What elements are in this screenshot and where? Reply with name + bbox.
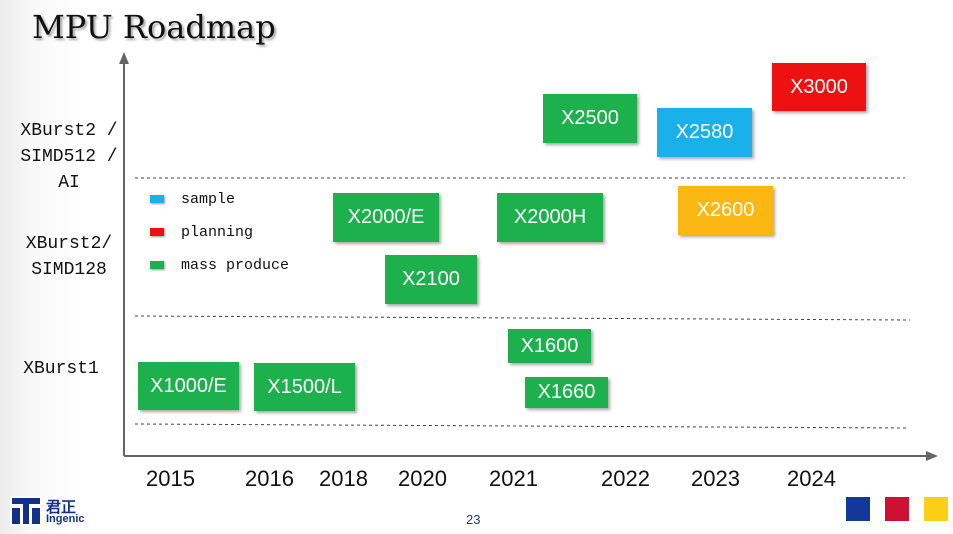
ingenic-logo-icon [10,496,42,526]
tier-label-xburst2-simd128: XBurst2/ SIMD128 [10,231,128,283]
legend-label: mass produce [181,256,290,274]
chip-x1600: X1600 [508,329,591,363]
chip-x1660: X1660 [525,377,608,408]
brand-square-red [885,497,909,521]
x-axis-arrow [926,451,938,461]
brand-square-blue [846,497,870,521]
legend-label: planning [181,223,254,241]
tier-label-line: XBurst2/ [25,234,113,254]
chip-x2000e: X2000/E [333,193,439,242]
tier-label-xburst2-simd512-ai: XBurst2 / SIMD512 / AI [10,118,128,196]
tier-label-line: SIMD128 [31,260,107,280]
tier-label-line: XBurst2 / [20,121,118,141]
tier-label-line: AI [58,173,80,193]
year-label-2021: 2021 [489,466,538,491]
legend-label: sample [181,190,236,208]
tier-divider-bottom [134,423,909,429]
tier-label-xburst1: XBurst1 [2,356,120,382]
chip-x2000h: X2000H [497,193,603,242]
legend-swatch-planning [150,228,164,236]
tier-divider-middle [134,315,911,321]
legend-item-mass-produce: mass produce [150,255,289,275]
year-label-2018: 2018 [319,466,368,491]
year-label-2023: 2023 [691,466,740,491]
chip-x2600: X2600 [678,186,773,235]
tier-label-line: XBurst1 [23,359,99,379]
chip-x3000: X3000 [772,63,866,111]
chip-x1000e: X1000/E [138,362,239,410]
brand-square-yellow [924,497,948,521]
legend-item-planning: planning [150,222,253,242]
year-label-2020: 2020 [398,466,447,491]
year-label-2015: 2015 [146,466,195,491]
legend-swatch-sample [150,195,164,203]
legend-swatch-mass-produce [150,261,164,269]
y-axis-arrow [119,52,129,64]
chip-x1500l: X1500/L [254,363,355,411]
year-label-2024: 2024 [787,466,836,491]
slide-title: MPU Roadmap [32,8,276,46]
logo-chinese-text: 君正 [46,499,77,516]
chip-x2580: X2580 [657,108,752,157]
logo-english-text: Ingenic [46,513,85,525]
chip-x2100: X2100 [385,255,477,304]
tier-label-line: SIMD512 / [20,147,118,167]
ingenic-logo: 君正 Ingenic [10,496,100,528]
page-number: 23 [466,512,481,527]
year-label-2016: 2016 [245,466,294,491]
year-label-2022: 2022 [601,466,650,491]
chip-x2500: X2500 [543,94,637,143]
legend-item-sample: sample [150,189,235,209]
